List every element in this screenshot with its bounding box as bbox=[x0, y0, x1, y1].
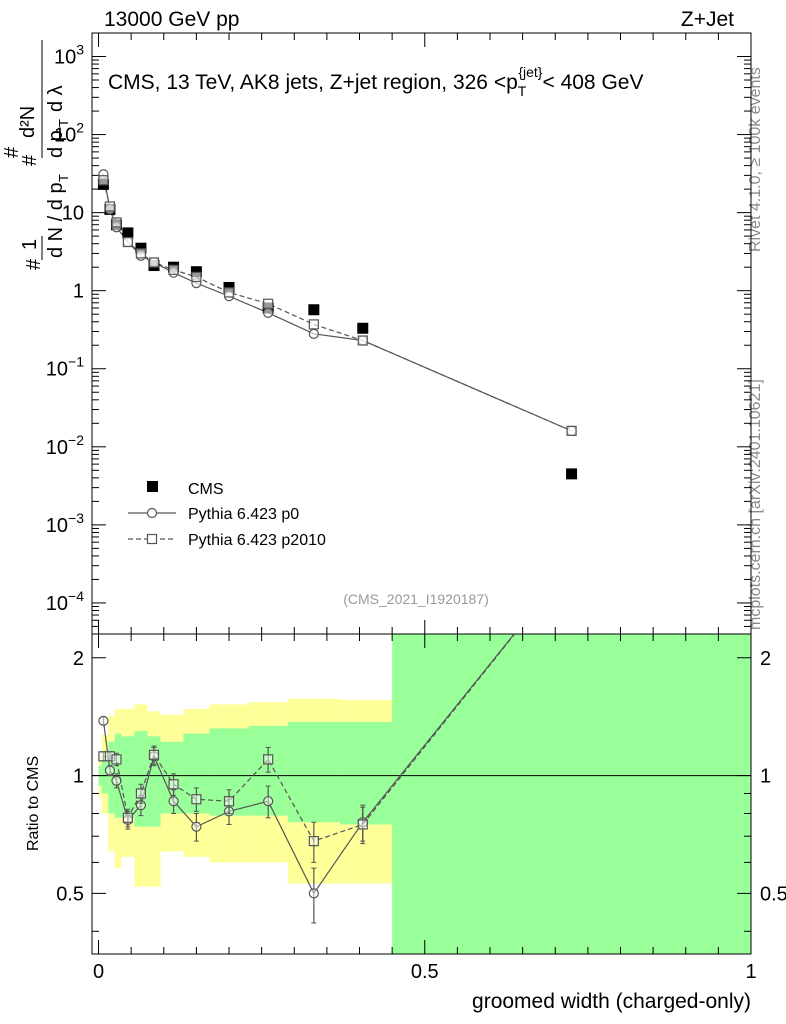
legend-label-p0: Pythia 6.423 p0 bbox=[188, 506, 299, 523]
series-line bbox=[102, 180, 572, 432]
x-tick-label: 1 bbox=[745, 961, 756, 983]
p2010-point bbox=[191, 271, 202, 283]
header-left: 13000 GeV pp bbox=[104, 8, 240, 31]
p2010-point bbox=[122, 236, 133, 248]
ratio-p2010-point bbox=[111, 754, 122, 765]
cms-point bbox=[135, 242, 147, 254]
ratio-ticks: 0.5 0.5 1 1 2 2 bbox=[56, 648, 786, 932]
legend: CMS Pythia 6.423 p0 Pythia 6.423 p2010 bbox=[128, 481, 326, 549]
ratio-p2010-point bbox=[567, 558, 576, 567]
svg-text:d N / d p: d N / d p bbox=[45, 182, 67, 258]
main-y-label: # 1 d N / d p T # d²N # d p T d λ bbox=[1, 40, 71, 270]
cms-point bbox=[566, 468, 578, 480]
cms-point bbox=[357, 322, 369, 334]
band-green bbox=[339, 722, 393, 825]
band-green bbox=[160, 741, 184, 814]
svg-text:d²N: d²N bbox=[17, 106, 39, 138]
x-ticks: 0 0.5 1 bbox=[93, 33, 757, 983]
svg-text:d λ: d λ bbox=[45, 85, 67, 112]
ratio-y-tick-label: 0.5 bbox=[56, 883, 84, 905]
legend-marker-p2010 bbox=[146, 533, 158, 545]
x-tick-label: 0 bbox=[93, 961, 104, 983]
y-tick-label: 10−4 bbox=[46, 588, 84, 615]
ratio-p2010-point bbox=[148, 749, 160, 760]
ratio-p0-point bbox=[98, 715, 109, 726]
ratio-p0-point bbox=[168, 796, 179, 807]
ratio-p0-point bbox=[263, 796, 274, 807]
ratio-series bbox=[98, 558, 576, 924]
svg-text:#: # bbox=[23, 258, 45, 270]
x-tick-label: 0.5 bbox=[411, 961, 439, 983]
p2010-point bbox=[223, 287, 235, 298]
band-green bbox=[108, 741, 115, 814]
ratio-p0-point bbox=[191, 821, 202, 832]
p2010-point bbox=[98, 175, 109, 186]
ratio-uncertainty-bands bbox=[98, 634, 751, 954]
y-tick-label: 1 bbox=[73, 281, 84, 303]
p2010-point bbox=[566, 425, 577, 436]
ratio-p2010-point bbox=[223, 796, 235, 807]
ratio-y-tick-label-right: 2 bbox=[760, 648, 771, 670]
p2010-point bbox=[168, 264, 179, 275]
legend-marker-cms bbox=[147, 481, 158, 492]
svg-text:T: T bbox=[56, 174, 71, 182]
p0-point bbox=[263, 307, 274, 318]
ratio-p2010-point bbox=[308, 836, 319, 847]
y-tick-label: 102 bbox=[54, 120, 84, 147]
ratio-p0-point bbox=[567, 558, 576, 567]
cms-point bbox=[308, 304, 320, 316]
p2010-point bbox=[148, 257, 160, 268]
ratio-y-tick-label: 2 bbox=[73, 648, 84, 670]
ratio-p2010-point bbox=[357, 819, 368, 830]
ratio-p2010-point bbox=[122, 812, 133, 823]
cms-point bbox=[190, 266, 202, 278]
ratio-y-tick-label-right: 1 bbox=[760, 766, 771, 788]
p2010-point bbox=[104, 201, 116, 212]
legend-label-cms: CMS bbox=[188, 481, 224, 498]
y-tick-label: 10 bbox=[62, 203, 84, 225]
y-tick-label: 10−1 bbox=[46, 354, 84, 381]
x-axis-label: groomed width (charged-only) bbox=[472, 990, 751, 1013]
ratio-frame bbox=[91, 633, 752, 955]
band-green bbox=[287, 722, 340, 823]
p2010-point bbox=[135, 248, 147, 259]
p2010-point bbox=[111, 217, 122, 228]
analysis-id: (CMS_2021_I1920187) bbox=[343, 591, 489, 607]
ratio-p2010-point bbox=[135, 788, 147, 799]
svg-text:#: # bbox=[19, 154, 41, 166]
legend-label-p2010: Pythia 6.423 p2010 bbox=[188, 532, 326, 549]
band-green bbox=[101, 754, 109, 794]
band-green bbox=[121, 736, 135, 818]
main-y-ticks: 10−4 10−3 10−2 10−1 1 10 102 103 bbox=[46, 32, 751, 635]
header-right: Z+Jet bbox=[680, 8, 734, 31]
svg-text:d p: d p bbox=[45, 130, 67, 158]
svg-text:#: # bbox=[1, 146, 23, 158]
plot-title: CMS, 13 TeV, AK8 jets, Z+jet region, 326… bbox=[108, 64, 643, 99]
ratio-p0-point bbox=[104, 765, 116, 776]
ratio-y-tick-label-right: 0.5 bbox=[760, 883, 786, 905]
p2010-point bbox=[308, 319, 319, 330]
legend-marker-p0 bbox=[146, 507, 158, 519]
y-tick-label: 103 bbox=[54, 41, 84, 68]
series-line bbox=[102, 174, 572, 432]
svg-text:T: T bbox=[56, 119, 71, 127]
svg-text:1: 1 bbox=[19, 239, 41, 250]
p2010-point bbox=[263, 298, 274, 309]
ratio-p2010-point bbox=[263, 754, 274, 765]
ratio-y-label: Ratio to CMS bbox=[25, 756, 42, 851]
ratio-y-tick-label: 1 bbox=[73, 766, 84, 788]
p2010-point bbox=[357, 335, 368, 346]
ratio-p0-point bbox=[308, 888, 319, 899]
main-series bbox=[97, 169, 578, 480]
cms-point bbox=[122, 227, 134, 239]
y-tick-label: 10−2 bbox=[46, 432, 84, 459]
p0-point bbox=[308, 328, 319, 339]
ratio-p2010-point bbox=[168, 779, 179, 790]
band-green bbox=[392, 634, 751, 954]
ratio-p2010-point bbox=[191, 794, 202, 805]
y-tick-label: 10−3 bbox=[46, 510, 84, 537]
